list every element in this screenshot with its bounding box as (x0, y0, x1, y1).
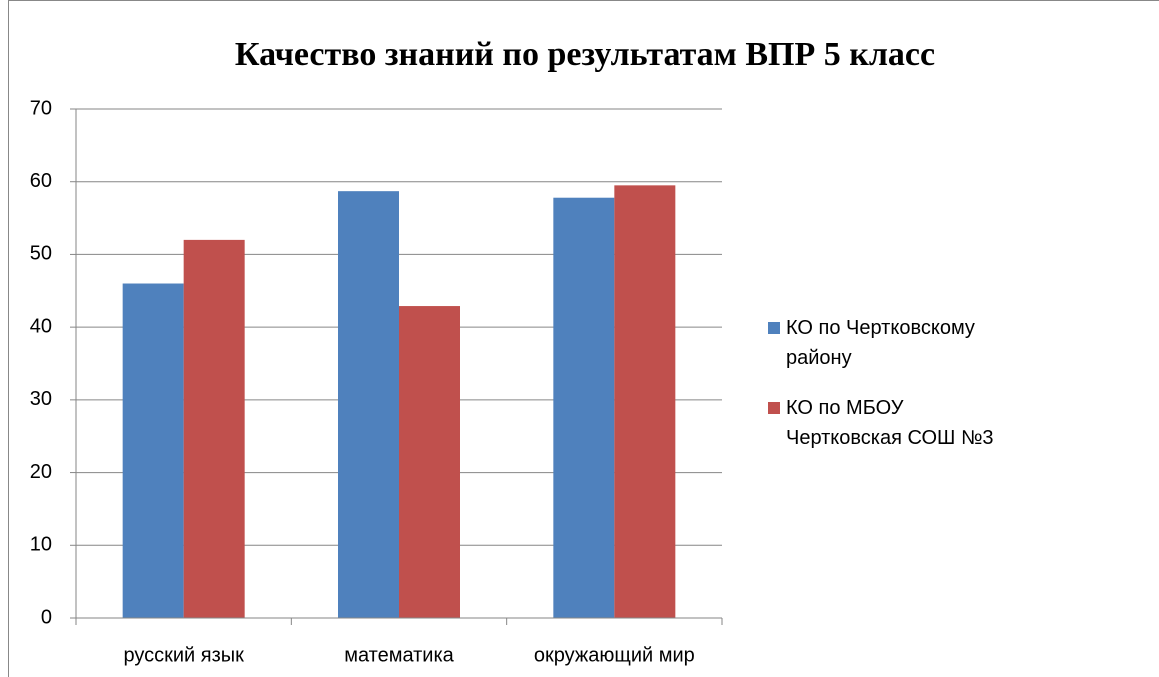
y-tick-label: 10 (30, 534, 52, 556)
bar (614, 185, 676, 618)
y-tick-label: 60 (30, 170, 52, 192)
y-tick-label: 0 (41, 606, 52, 628)
chart-border (8, 0, 1159, 677)
y-tick-label: 20 (30, 461, 52, 483)
x-tick-label: математика (344, 644, 454, 666)
y-tick-label: 40 (30, 315, 52, 337)
legend-swatch (768, 402, 780, 414)
bar (183, 239, 245, 618)
legend-label: КО по МБОУ Чертковская СОШ №3 (786, 397, 994, 449)
chart-title: Качество знаний по результатам ВПР 5 кла… (235, 36, 935, 73)
x-tick-label: окружающий мир (534, 644, 695, 666)
y-tick-label: 50 (30, 243, 52, 265)
y-tick-label: 30 (30, 388, 52, 410)
bar (122, 283, 184, 618)
bar (399, 306, 460, 618)
bar (553, 197, 615, 618)
x-tick-label: русский язык (123, 644, 244, 666)
legend-label: КО по Чертковскому району (786, 317, 975, 369)
bar (338, 191, 399, 618)
legend-swatch (768, 322, 780, 334)
y-tick-label: 70 (30, 97, 52, 119)
